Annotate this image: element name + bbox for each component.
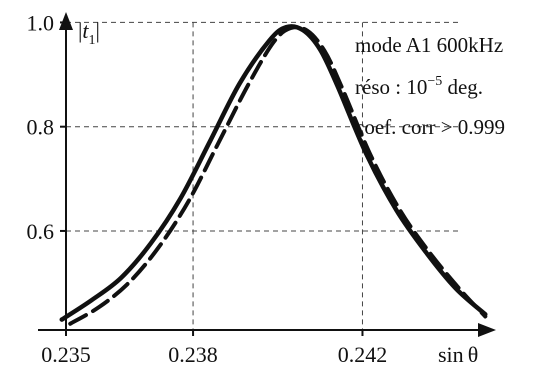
y-tick-label-1: 0.8 [27, 115, 55, 140]
x-tick-label-1: 0.238 [168, 342, 218, 367]
annotation-resolution-exponent: −5 [427, 74, 442, 89]
annotation-resolution-suffix: deg. [442, 75, 483, 99]
x-axis-arrow [478, 323, 496, 337]
annotation-resolution: réso : 10−5 deg. [355, 74, 483, 99]
y-axis-title-var: t [82, 18, 89, 43]
y-axis-title: |t1| [78, 18, 100, 48]
x-axis-title-func: sin [438, 342, 464, 367]
x-axis-title-symbol: θ [468, 342, 479, 367]
ticks-layer: 0.6 0.8 1.0 0.235 0.238 0.242 [27, 10, 388, 367]
annotation-mode: mode A1 600kHz [355, 33, 503, 57]
x-axis-title: sin θ [438, 342, 478, 367]
x-tick-label-0: 0.235 [41, 342, 91, 367]
annotation-correlation: coef. corr > 0.999 [355, 115, 505, 139]
x-tick-label-2: 0.242 [338, 342, 388, 367]
y-tick-label-2: 1.0 [27, 10, 55, 35]
y-tick-label-0: 0.6 [27, 219, 55, 244]
series-layer [59, 24, 488, 326]
series-line-dashed [68, 25, 488, 326]
y-axis-title-bar-right: | [96, 18, 100, 43]
series-line-solid [59, 24, 488, 322]
y-axis-arrow [59, 12, 73, 30]
y-axis-title-sub: 1 [89, 33, 96, 48]
y-axis-title-bar-left: | [78, 18, 82, 43]
annotation-resolution-prefix: réso : 10 [355, 75, 427, 99]
